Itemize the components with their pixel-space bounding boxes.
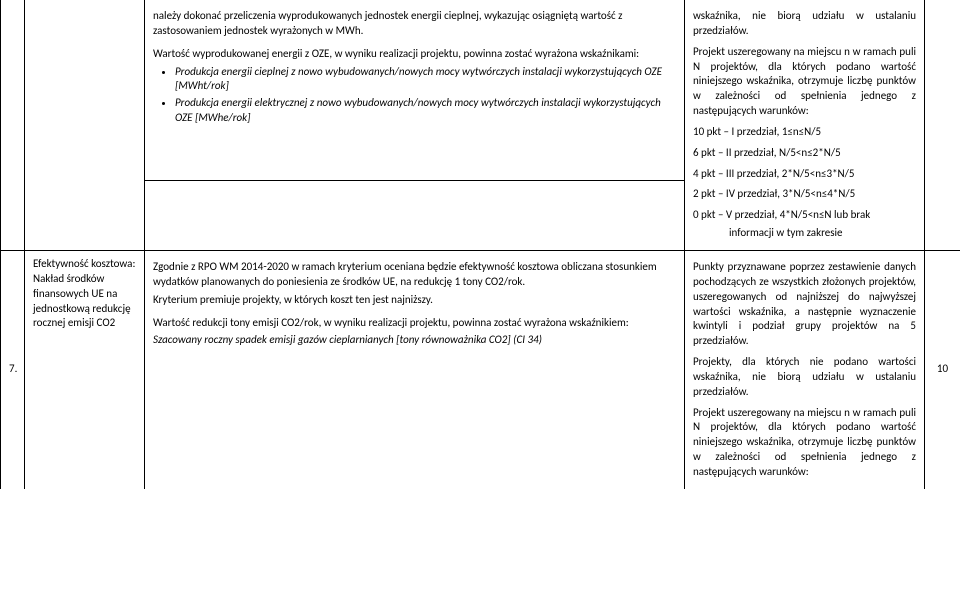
desc-paragraph: Szacowany roczny spadek emisji gazów cie… xyxy=(153,333,676,348)
table-row: 7. Efektywność kosztowa: Nakład środków … xyxy=(1,250,960,488)
desc-paragraph: należy dokonać przeliczenia wyprodukowan… xyxy=(153,9,676,39)
desc-paragraph: Wartość redukcji tony emisji CO2/rok, w … xyxy=(153,316,676,331)
score-line: 4 pkt – III przedział, 2*N/5<n≤3*N/5 xyxy=(693,167,916,182)
scoring-cell: wskaźnika, nie biorą udziału w ustalaniu… xyxy=(685,0,925,250)
score-paragraph: wskaźnika, nie biorą udziału w ustalaniu… xyxy=(693,9,916,39)
points-cell xyxy=(925,180,960,250)
score-line: 10 pkt – I przedział, 1≤n≤N/5 xyxy=(693,125,916,140)
score-paragraph: Projekt uszeregowany na miejscu n w rama… xyxy=(693,45,916,119)
score-line: 0 pkt – V przedział, 4*N/5<n≤N lub brak xyxy=(693,208,916,223)
row-number-cell xyxy=(1,180,25,250)
points-cell xyxy=(925,0,960,180)
desc-paragraph: Kryterium premiuje projekty, w których k… xyxy=(153,293,676,308)
desc-paragraph: Wartość wyprodukowanej energii z OZE, w … xyxy=(153,47,676,62)
score-paragraph: Punkty przyznawane poprzez zestawienie d… xyxy=(693,260,916,349)
row-number-cell: 7. xyxy=(1,250,25,488)
score-line: 6 pkt – II przedział, N/5<n≤2*N/5 xyxy=(693,146,916,161)
scoring-cell: Punkty przyznawane poprzez zestawienie d… xyxy=(685,250,925,488)
score-paragraph: Projekt uszeregowany na miejscu n w rama… xyxy=(693,406,916,480)
points-cell: 10 xyxy=(925,250,960,488)
criterion-name-cell xyxy=(25,0,145,180)
bullet-item: Produkcja energii elektrycznej z nowo wy… xyxy=(175,96,676,126)
criterion-description-cell: należy dokonać przeliczenia wyprodukowan… xyxy=(145,0,685,180)
score-paragraph: Projekty, dla których nie podano wartośc… xyxy=(693,355,916,400)
criterion-description-cell xyxy=(145,180,685,250)
bullet-list: Produkcja energii cieplnej z nowo wybudo… xyxy=(153,65,676,126)
desc-paragraph: Zgodnie z RPO WM 2014-2020 w ramach kryt… xyxy=(153,260,676,290)
table-row: należy dokonać przeliczenia wyprodukowan… xyxy=(1,0,960,180)
criterion-name-cell xyxy=(25,180,145,250)
row-number-cell xyxy=(1,0,25,180)
criterion-description-cell: Zgodnie z RPO WM 2014-2020 w ramach kryt… xyxy=(145,250,685,488)
criteria-table: należy dokonać przeliczenia wyprodukowan… xyxy=(0,0,960,489)
score-line: 2 pkt – IV przedział, 3*N/5<n≤4*N/5 xyxy=(693,187,916,202)
score-line: informacji w tym zakresie xyxy=(693,226,916,241)
bullet-item: Produkcja energii cieplnej z nowo wybudo… xyxy=(175,65,676,95)
criterion-name-cell: Efektywność kosztowa: Nakład środków fin… xyxy=(25,250,145,488)
